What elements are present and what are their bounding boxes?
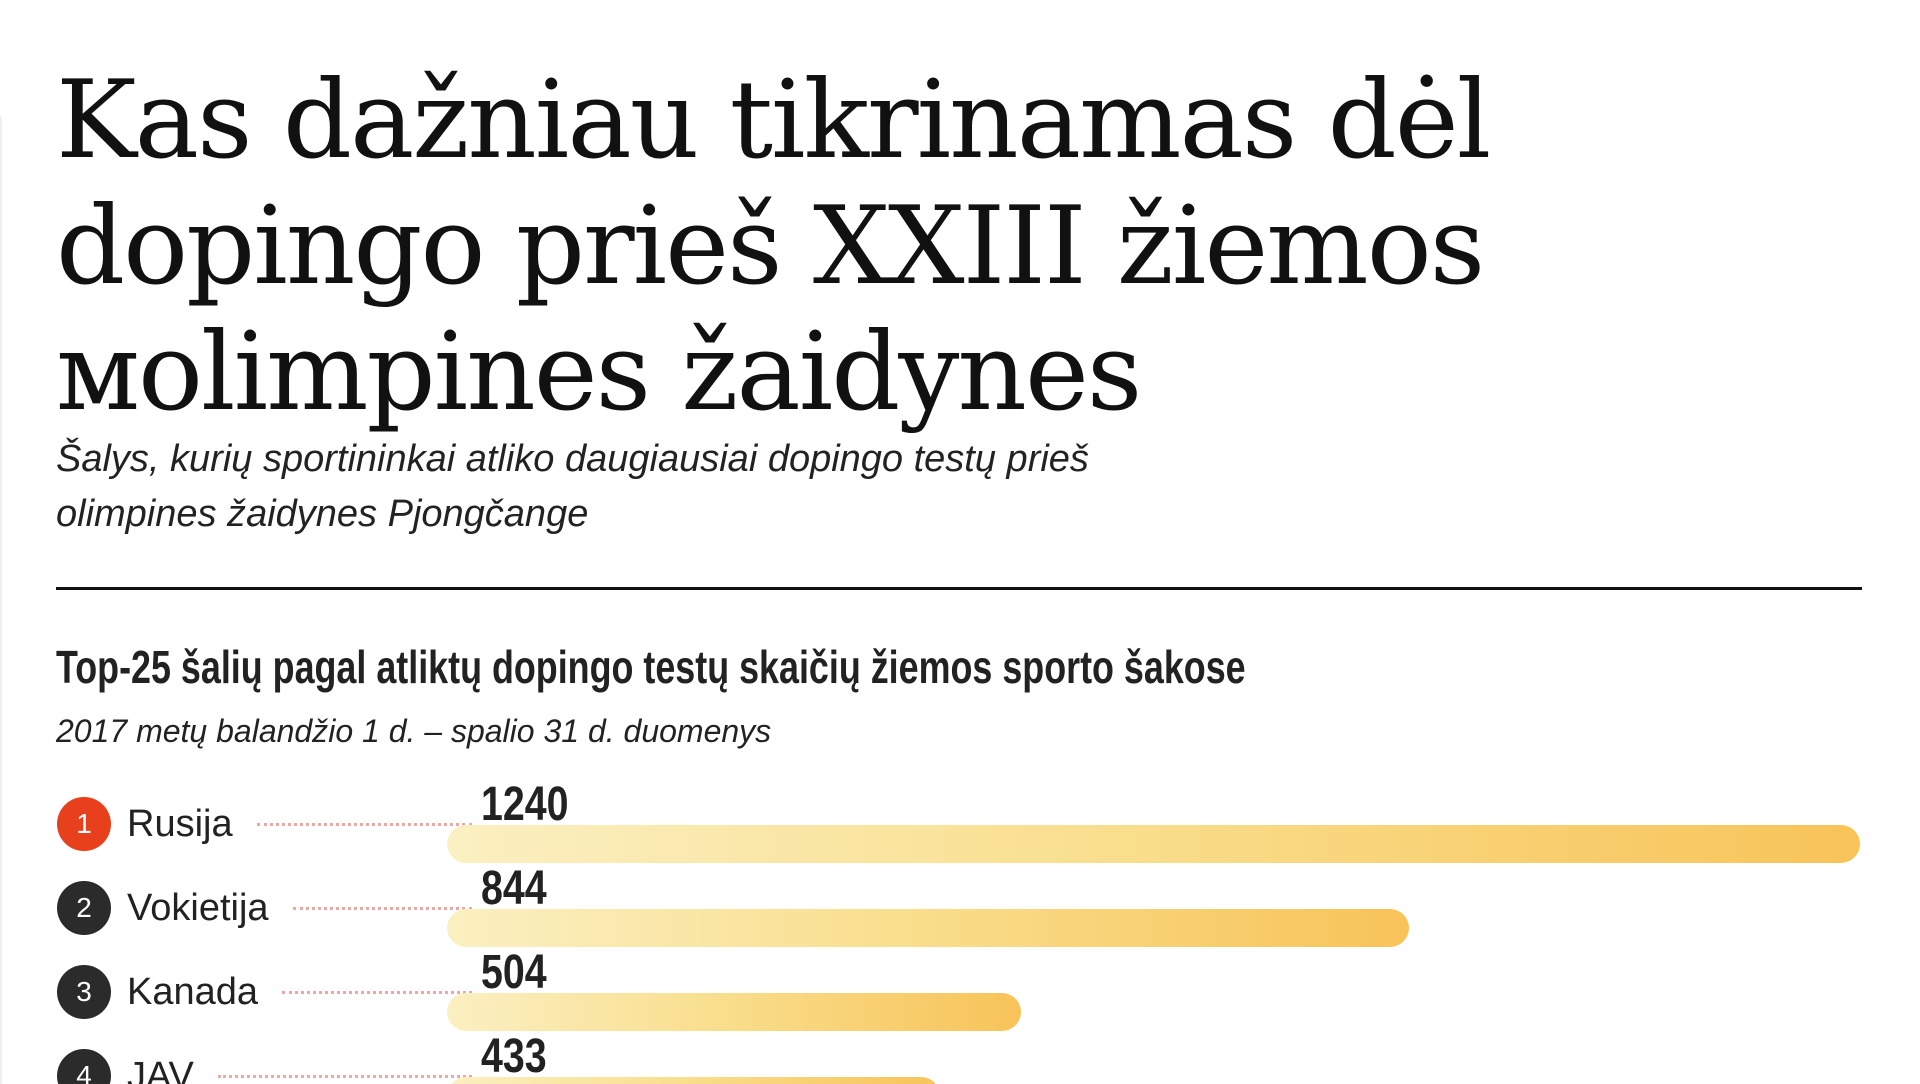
page-title: Kas dažniau tikrinamas dėl dopingo prieš… bbox=[56, 58, 1491, 435]
leader-line bbox=[293, 907, 472, 910]
value-label: 504 bbox=[481, 946, 547, 999]
leader-line bbox=[282, 991, 472, 994]
value-label: 844 bbox=[481, 862, 547, 915]
bar bbox=[447, 1077, 940, 1084]
leader-line bbox=[257, 823, 472, 826]
chart-row: 2 Vokietija 844 bbox=[0, 862, 1920, 948]
left-edge-rule bbox=[0, 116, 2, 1084]
rank-badge: 4 bbox=[57, 1049, 111, 1084]
chart-row: 3 Kanada 504 bbox=[0, 946, 1920, 1032]
page-subtitle: Šalys, kurių sportininkai atliko daugiau… bbox=[56, 438, 1089, 535]
rank-badge: 3 bbox=[57, 965, 111, 1019]
country-label: JAV bbox=[127, 1055, 194, 1084]
bar bbox=[447, 993, 1021, 1031]
bar bbox=[447, 825, 1860, 863]
chart-title: Top-25 šalių pagal atliktų dopingo testų… bbox=[56, 641, 1246, 693]
bar bbox=[447, 909, 1409, 947]
country-label: Rusija bbox=[127, 803, 233, 845]
country-label: Vokietija bbox=[127, 887, 269, 929]
chart-subtitle: 2017 metų balandžio 1 d. – spalio 31 d. … bbox=[56, 713, 772, 749]
leader-line bbox=[218, 1075, 472, 1078]
title-divider bbox=[56, 587, 1862, 590]
value-label: 433 bbox=[481, 1030, 547, 1083]
chart-row: 4 JAV 433 bbox=[0, 1030, 1920, 1084]
value-label: 1240 bbox=[481, 778, 569, 831]
country-label: Kanada bbox=[127, 971, 259, 1013]
rank-badge: 2 bbox=[57, 881, 111, 935]
rank-badge: 1 bbox=[57, 797, 111, 851]
bar-chart: 1 Rusija 1240 2 Vokietija 844 3 Kanada 504 4 JAV 43… bbox=[0, 778, 1920, 1084]
chart-row: 1 Rusija 1240 bbox=[0, 778, 1920, 864]
